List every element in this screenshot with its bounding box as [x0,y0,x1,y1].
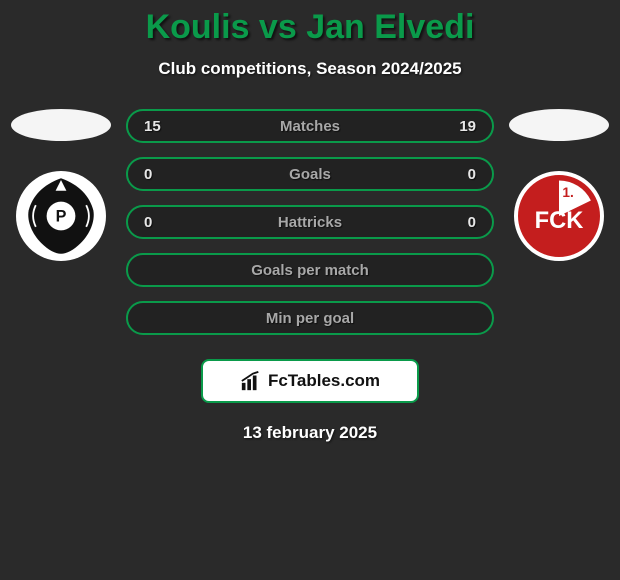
stat-label: Hattricks [278,214,342,231]
right-side: 1. FCK [504,109,614,261]
svg-text:1.: 1. [562,185,573,200]
stat-left-value: 0 [144,166,168,183]
svg-text:P: P [56,207,67,225]
club-badge-right: 1. FCK [514,171,604,261]
left-side: P [6,109,116,261]
site-name: FcTables.com [268,371,380,391]
stat-row-matches: 15 Matches 19 [126,109,494,143]
stat-label: Matches [280,118,340,135]
player-avatar-left [11,109,111,141]
site-badge[interactable]: FcTables.com [201,359,419,403]
date-label: 13 february 2025 [0,423,620,443]
page-title: Koulis vs Jan Elvedi [0,8,620,47]
subtitle: Club competitions, Season 2024/2025 [0,59,620,79]
svg-text:FCK: FCK [535,208,584,234]
stat-right-value: 19 [452,118,476,135]
stat-row-gpm: Goals per match [126,253,494,287]
chart-icon [240,370,262,392]
player-avatar-right [509,109,609,141]
comparison-card: Koulis vs Jan Elvedi Club competitions, … [0,0,620,443]
stat-label: Min per goal [266,310,354,327]
stat-row-hattricks: 0 Hattricks 0 [126,205,494,239]
stat-right-value: 0 [452,166,476,183]
stats-column: 15 Matches 19 0 Goals 0 0 Hattricks 0 Go… [116,109,504,335]
main-row: P 15 Matches 19 0 Goals 0 0 Hattricks 0 [0,109,620,335]
club-badge-left: P [16,171,106,261]
stat-left-value: 0 [144,214,168,231]
stat-left-value: 15 [144,118,168,135]
stat-label: Goals [289,166,331,183]
stat-row-goals: 0 Goals 0 [126,157,494,191]
stat-label: Goals per match [251,262,369,279]
fck-crest-icon: 1. FCK [518,175,600,257]
eagle-crest-icon: P [16,171,106,261]
stat-row-mpg: Min per goal [126,301,494,335]
stat-right-value: 0 [452,214,476,231]
